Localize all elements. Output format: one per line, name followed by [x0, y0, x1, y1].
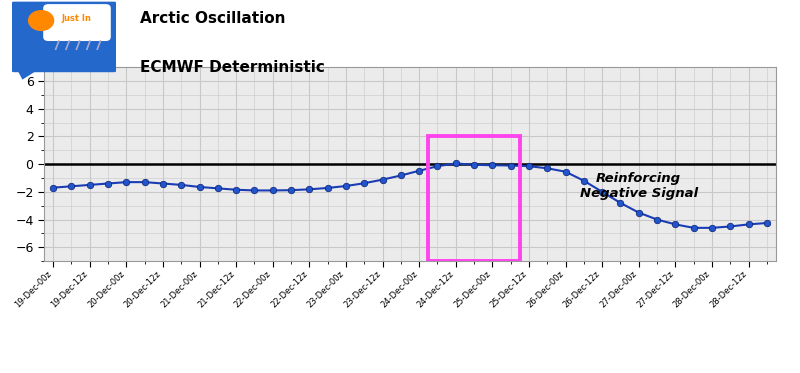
Point — [559, 169, 572, 175]
Point — [431, 163, 444, 169]
Point — [175, 182, 188, 188]
Point — [413, 168, 426, 174]
FancyBboxPatch shape — [11, 1, 117, 72]
Text: Just In: Just In — [62, 13, 91, 22]
Point — [486, 162, 498, 168]
Bar — [428, 137, 520, 261]
Point — [322, 185, 334, 191]
Point — [522, 163, 535, 169]
Point — [761, 220, 774, 226]
Point — [724, 223, 737, 229]
Point — [65, 183, 78, 189]
Point — [138, 179, 151, 185]
Point — [504, 163, 517, 169]
Point — [596, 189, 609, 195]
FancyBboxPatch shape — [43, 4, 111, 41]
Polygon shape — [18, 70, 38, 79]
Point — [614, 200, 627, 206]
Point — [339, 183, 352, 189]
Point — [468, 162, 481, 168]
Circle shape — [29, 11, 54, 30]
Point — [450, 160, 462, 166]
Text: Weather: Weather — [58, 27, 95, 36]
Point — [578, 178, 590, 184]
Point — [632, 210, 645, 216]
Point — [742, 222, 755, 228]
Point — [248, 188, 261, 194]
Point — [541, 165, 554, 171]
Point — [157, 181, 170, 186]
Point — [120, 179, 133, 185]
Point — [358, 180, 370, 186]
Text: ECMWF Deterministic: ECMWF Deterministic — [140, 60, 325, 75]
Point — [376, 177, 389, 183]
Point — [669, 222, 682, 228]
Point — [46, 185, 59, 191]
Point — [394, 172, 407, 178]
Point — [102, 181, 114, 186]
Text: Reinforcing
Negative Signal: Reinforcing Negative Signal — [580, 172, 698, 200]
Point — [706, 225, 718, 231]
Point — [83, 182, 96, 188]
Point — [230, 187, 242, 193]
Point — [285, 187, 298, 193]
Point — [266, 188, 279, 194]
Point — [303, 186, 316, 192]
Point — [193, 184, 206, 190]
Text: Arctic Oscillation: Arctic Oscillation — [140, 11, 286, 26]
Point — [211, 185, 224, 191]
Point — [650, 217, 663, 223]
Point — [687, 225, 700, 231]
